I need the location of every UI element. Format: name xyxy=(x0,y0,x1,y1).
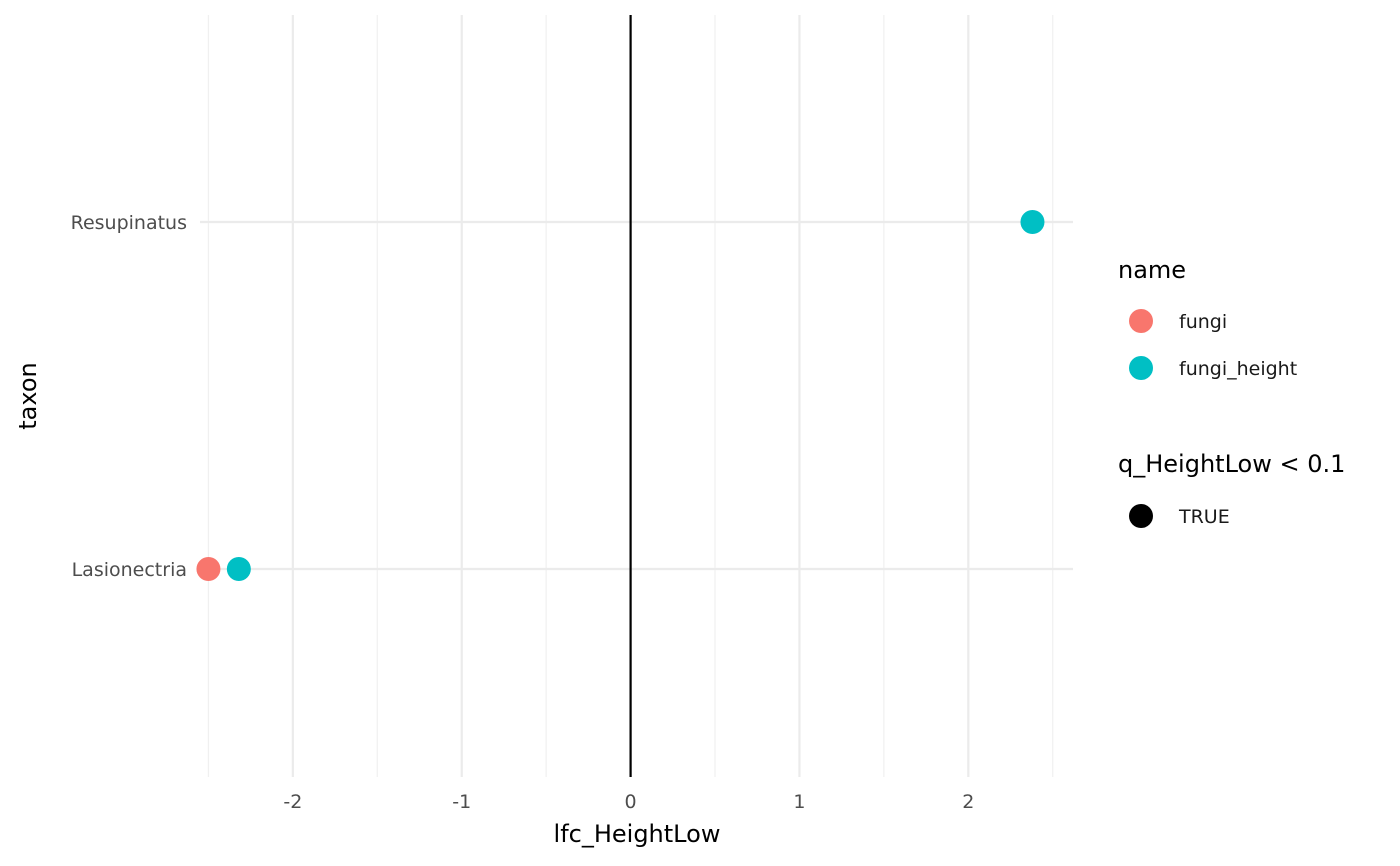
x-tick-label: -2 xyxy=(283,791,302,813)
legend-key-fungi_height xyxy=(1129,356,1153,380)
y-axis-tick-labels: Lasionectria Resupinatus xyxy=(71,212,187,581)
legend-key-fungi xyxy=(1129,309,1153,333)
legend-title: name xyxy=(1118,256,1186,284)
x-tick-label: 1 xyxy=(793,791,805,813)
legend-significance: q_HeightLow < 0.1 TRUE xyxy=(1118,450,1345,528)
legends: name fungi fungi_height q_HeightLow < 0.1 TR… xyxy=(1118,256,1345,528)
data-point-fungi_height xyxy=(1020,210,1045,234)
data-point-fungi xyxy=(196,557,221,581)
legend-label: fungi xyxy=(1179,311,1227,333)
minor-gridlines xyxy=(207,15,1054,777)
major-gridlines xyxy=(200,15,1073,777)
x-tick-label: 2 xyxy=(962,791,974,813)
x-axis-tick-labels: -2 -1 0 1 2 xyxy=(283,791,974,813)
legend-label: fungi_height xyxy=(1179,358,1297,380)
y-axis-title: taxon xyxy=(14,362,42,429)
x-axis-title: lfc_HeightLow xyxy=(554,820,721,848)
data-points xyxy=(196,210,1045,581)
y-tick-label: Resupinatus xyxy=(71,212,187,234)
y-tick-label: Lasionectria xyxy=(72,559,187,581)
x-tick-label: -1 xyxy=(452,791,471,813)
data-point-fungi_height xyxy=(226,557,251,581)
x-tick-label: 0 xyxy=(625,791,637,813)
legend-name: name fungi fungi_height xyxy=(1118,256,1297,380)
legend-key-true xyxy=(1129,504,1153,528)
legend-label: TRUE xyxy=(1178,506,1230,528)
legend-title: q_HeightLow < 0.1 xyxy=(1118,450,1345,478)
